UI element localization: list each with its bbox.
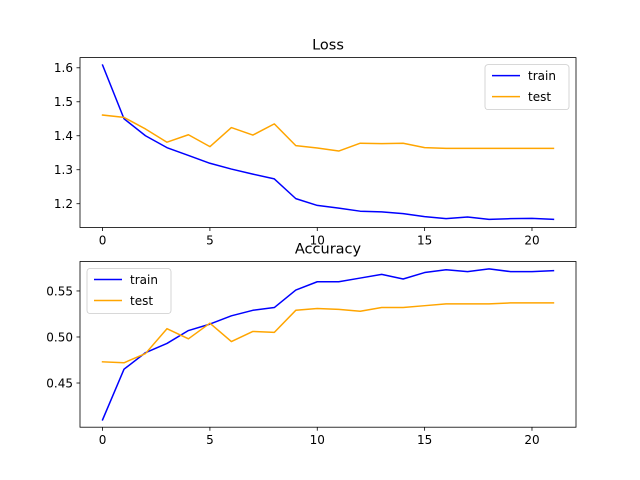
x-tick-label: 10 [310,433,325,447]
legend-box [86,268,172,314]
x-tick-label: 5 [206,433,214,447]
x-tick-label: 0 [99,234,107,248]
x-tick-label: 15 [417,433,432,447]
chart-title: Accuracy [295,242,362,258]
x-tick-label: 0 [99,433,107,447]
y-tick-label: 0.45 [46,376,73,390]
legend-label-test: test [130,294,153,308]
legend: train test [86,268,172,314]
x-tick-label: 20 [524,433,539,447]
legend-label-test: test [528,90,551,104]
y-tick-label: 1.2 [54,197,73,211]
y-tick-label: 1.6 [54,61,73,75]
legend-label-train: train [528,69,556,83]
series-line-train [101,268,555,421]
series-line-train [101,64,555,221]
x-tick-label: 20 [524,234,539,248]
y-tick-label: 1.3 [54,163,73,177]
y-tick-label: 1.5 [54,95,73,109]
series-line-test [101,114,555,152]
x-tick-label: 15 [417,234,432,248]
axes-frame [79,57,577,228]
y-tick-label: 0.55 [46,284,73,298]
axes-frame [79,261,577,428]
legend-box [484,64,570,110]
legend-label-train: train [130,273,158,287]
subplot-loss: 0 5 10 15 20 1.2 1.3 1.4 1.5 1.6 Loss train test [54,38,577,248]
series-line-test [101,302,555,364]
y-tick-label: 1.4 [54,129,73,143]
legend: train test [484,64,570,110]
chart-title: Loss [312,38,344,54]
subplot-accuracy: 0 5 10 15 20 0.45 0.50 0.55 Accuracy train test [46,242,577,447]
x-tick-label: 5 [206,234,214,248]
x-tick-label: 10 [310,234,325,248]
y-tick-label: 0.50 [46,330,73,344]
